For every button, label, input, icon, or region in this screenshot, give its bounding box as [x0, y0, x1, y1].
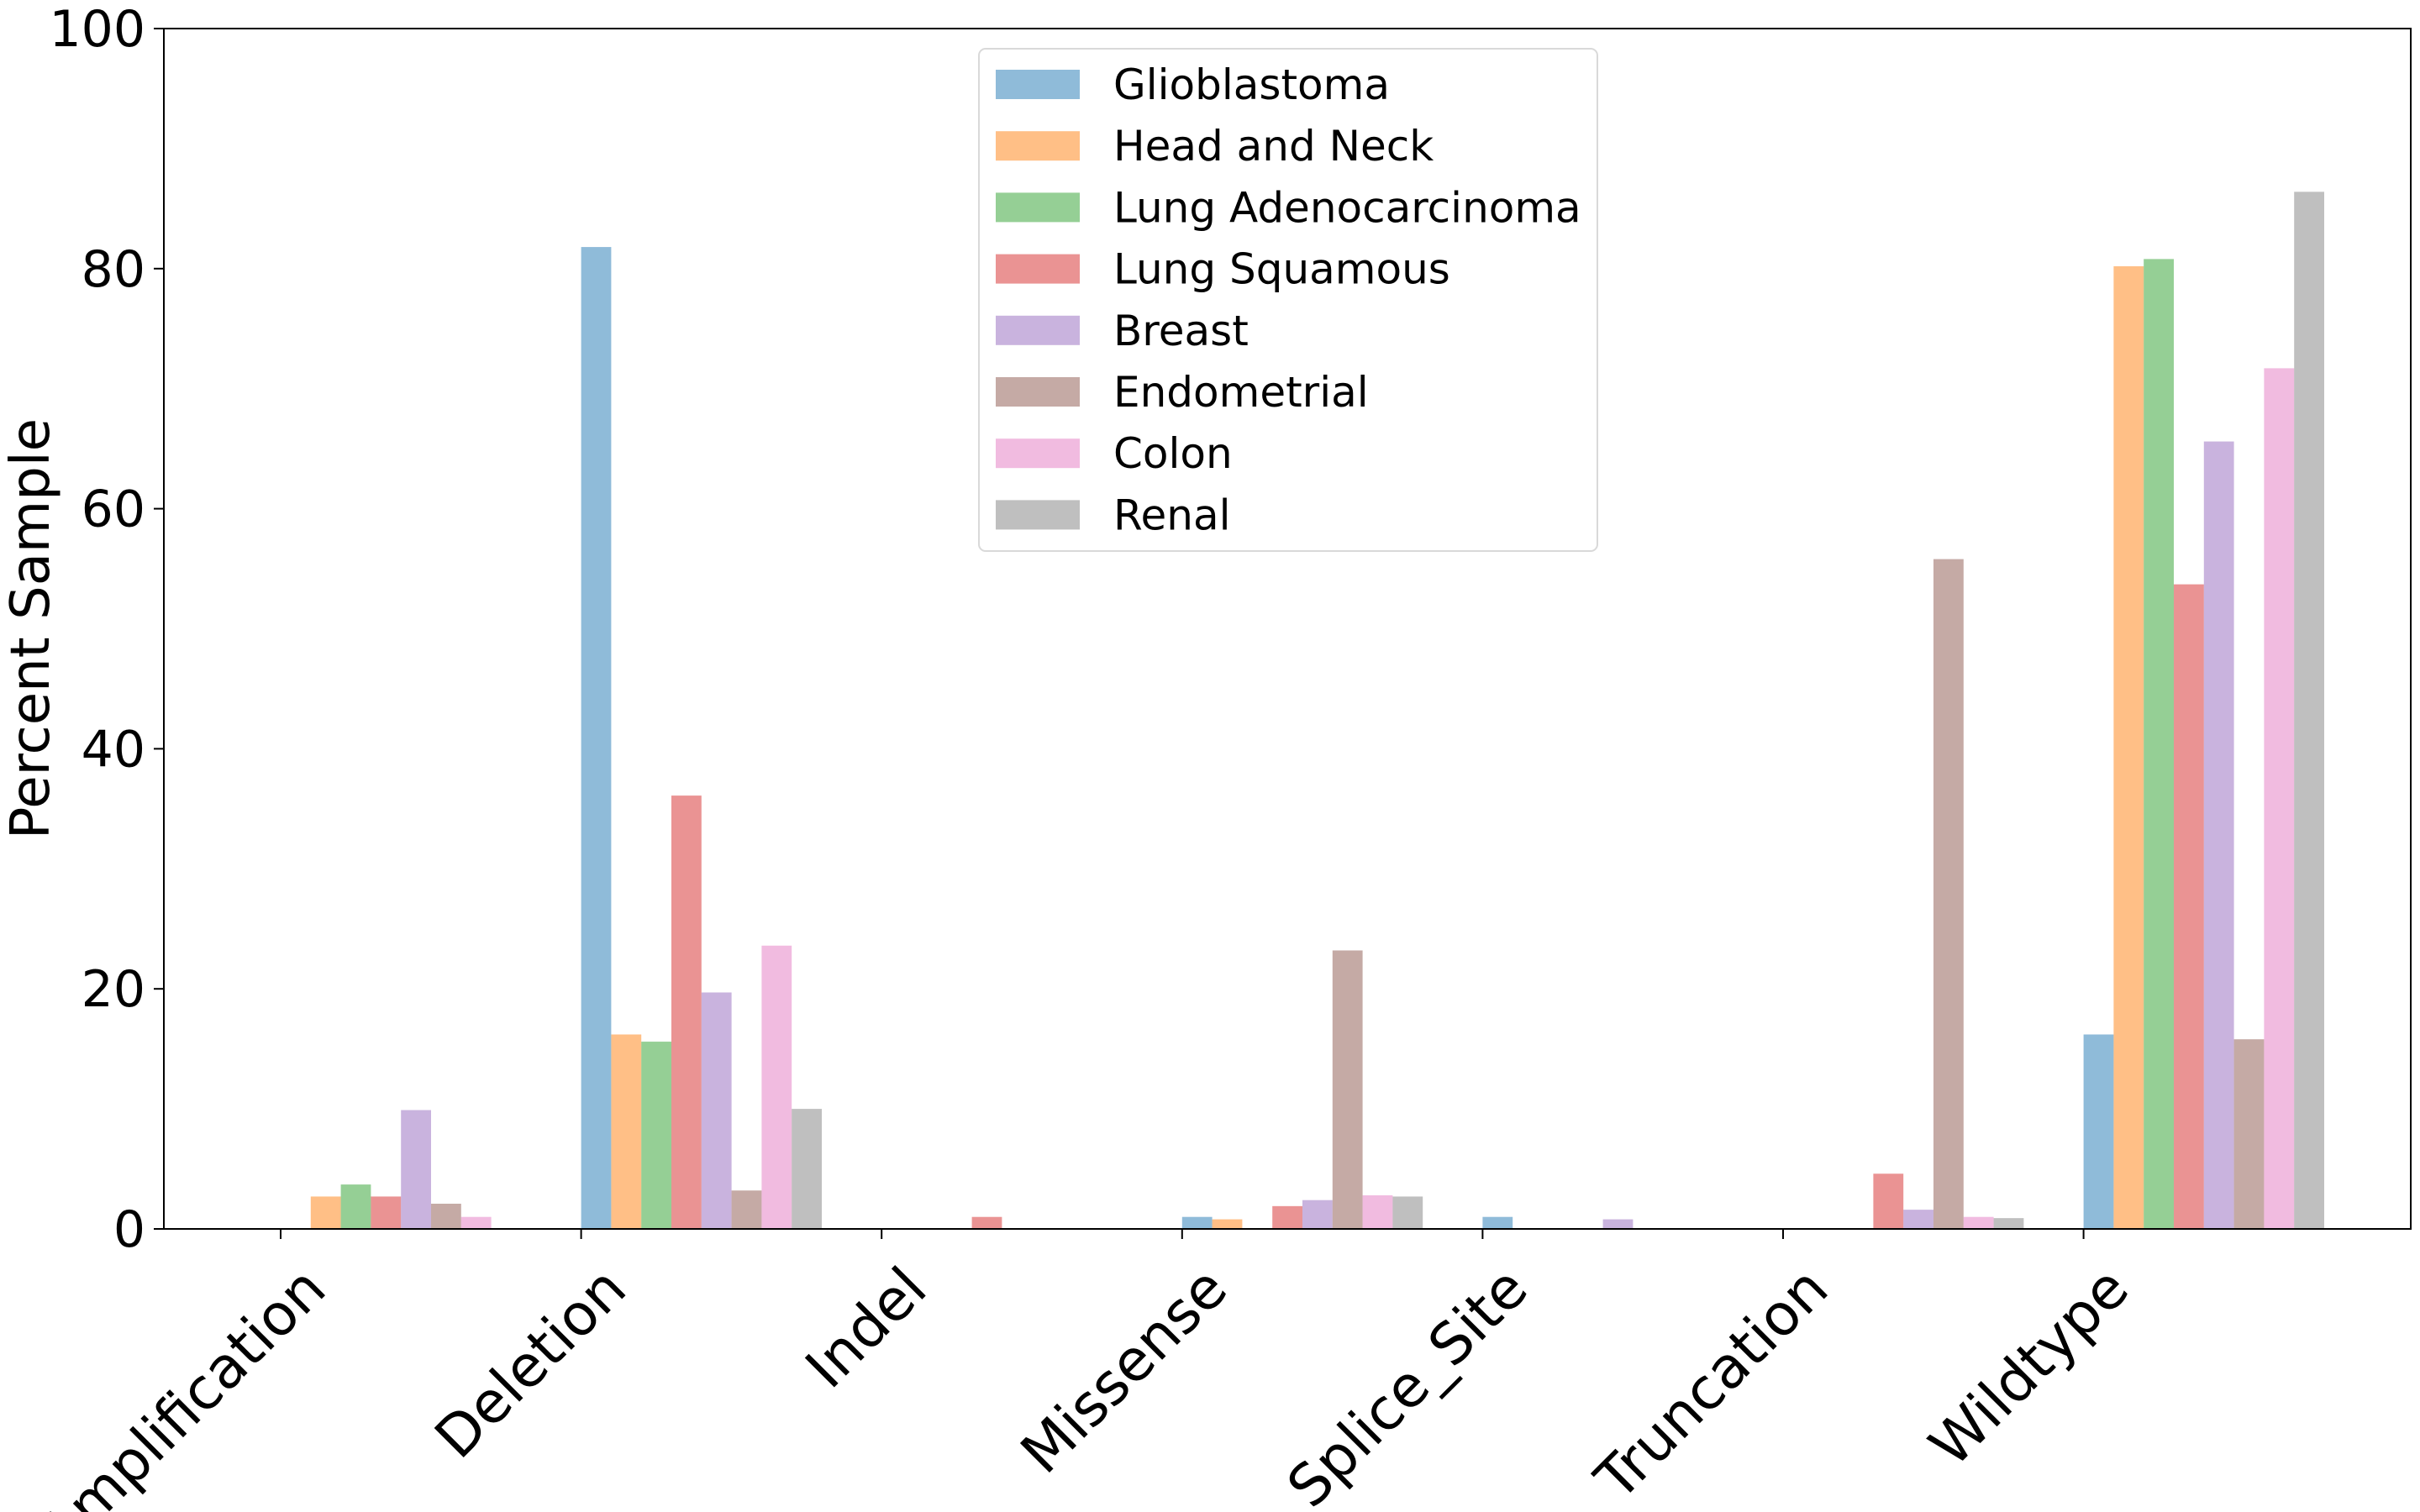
bar-renal-wildtype: [2294, 192, 2324, 1229]
bar-head-and-neck-wildtype: [2113, 265, 2144, 1229]
bar-renal-truncation: [1993, 1218, 2024, 1229]
y-axis-label: Percent Sample: [0, 418, 62, 839]
legend-swatch: [996, 131, 1080, 161]
bar-glioblastoma-wildtype: [2083, 1034, 2114, 1229]
bar-lung-squamous-truncation: [1873, 1173, 1904, 1229]
bar-breast-splice_site: [1602, 1219, 1634, 1229]
bars-group: [310, 192, 2324, 1230]
bar-breast-deletion: [701, 992, 732, 1229]
x-tick-label: Wildtype: [1918, 1255, 2142, 1479]
bar-colon-missense: [1362, 1194, 1393, 1229]
bar-glioblastoma-deletion: [581, 247, 612, 1229]
bar-lung-adenocarcinoma-amplification: [340, 1184, 371, 1229]
legend-label: Endometrial: [1113, 368, 1369, 417]
bar-breast-wildtype: [2203, 441, 2234, 1229]
x-tick-label: Indel: [793, 1255, 939, 1401]
bar-head-and-neck-missense: [1212, 1219, 1243, 1229]
bar-lung-squamous-missense: [1272, 1205, 1302, 1229]
y-axis: 0 20 40 60 80 100: [49, 0, 164, 1259]
y-tick-label: 60: [82, 480, 145, 539]
legend-label: Colon: [1113, 429, 1233, 478]
bar-glioblastoma-splice_site: [1482, 1216, 1513, 1229]
bar-colon-deletion: [761, 945, 792, 1229]
x-tick-label: Splice_Site: [1275, 1255, 1540, 1512]
bar-colon-truncation: [1963, 1216, 1994, 1229]
bar-endometrial-truncation: [1933, 559, 1964, 1229]
bar-lung-squamous-amplification: [371, 1196, 402, 1229]
bar-lung-adenocarcinoma-wildtype: [2144, 259, 2174, 1229]
legend: Glioblastoma Head and Neck Lung Adenocarci…: [978, 48, 1598, 552]
bar-lung-squamous-wildtype: [2174, 584, 2204, 1229]
bar-endometrial-amplification: [431, 1203, 461, 1229]
bar-endometrial-missense: [1332, 950, 1363, 1229]
bar-breast-truncation: [1903, 1210, 1933, 1229]
bar-renal-deletion: [792, 1109, 822, 1229]
legend-swatch: [996, 500, 1080, 530]
bar-lung-squamous-deletion: [671, 795, 702, 1229]
legend-swatch: [996, 192, 1080, 223]
legend-label: Breast: [1113, 307, 1249, 355]
legend-swatch: [996, 254, 1080, 284]
legend-swatch: [996, 315, 1080, 345]
bar-head-and-neck-amplification: [310, 1196, 341, 1229]
x-tick-label: Truncation: [1582, 1255, 1841, 1512]
y-tick-label: 20: [82, 960, 145, 1019]
bar-breast-amplification: [401, 1110, 431, 1229]
legend-label: Glioblastoma: [1113, 60, 1390, 109]
y-tick-label: 40: [82, 720, 145, 779]
bar-head-and-neck-deletion: [611, 1034, 642, 1229]
bar-lung-squamous-indel: [971, 1216, 1002, 1229]
legend-label: Head and Neck: [1113, 122, 1434, 171]
bar-breast-missense: [1302, 1200, 1333, 1229]
legend-label: Lung Adenocarcinoma: [1113, 183, 1581, 232]
legend-label: Renal: [1113, 491, 1230, 539]
bar-colon-wildtype: [2264, 368, 2295, 1230]
legend-label: Lung Squamous: [1113, 245, 1450, 294]
x-axis: Amplification Deletion Indel Missense Splice…: [27, 1229, 2142, 1512]
x-tick-label: Missense: [1008, 1255, 1240, 1487]
bar-lung-adenocarcinoma-deletion: [641, 1042, 671, 1229]
bar-colon-amplification: [460, 1216, 492, 1229]
bar-endometrial-wildtype: [2233, 1039, 2265, 1229]
plot-frame: [163, 28, 2412, 1230]
bar-glioblastoma-missense: [1181, 1216, 1213, 1229]
bar-renal-missense: [1392, 1196, 1423, 1229]
legend-swatch: [996, 377, 1080, 407]
y-tick-label: 100: [49, 0, 145, 59]
bar-endometrial-deletion: [731, 1190, 762, 1229]
x-tick-label: Deletion: [423, 1255, 639, 1472]
y-tick-label: 0: [113, 1200, 145, 1259]
legend-box: [978, 48, 1598, 552]
legend-swatch: [996, 438, 1080, 469]
legend-swatch: [996, 70, 1080, 99]
y-tick-label: 80: [82, 240, 145, 299]
x-tick-label: Amplification: [27, 1255, 339, 1512]
